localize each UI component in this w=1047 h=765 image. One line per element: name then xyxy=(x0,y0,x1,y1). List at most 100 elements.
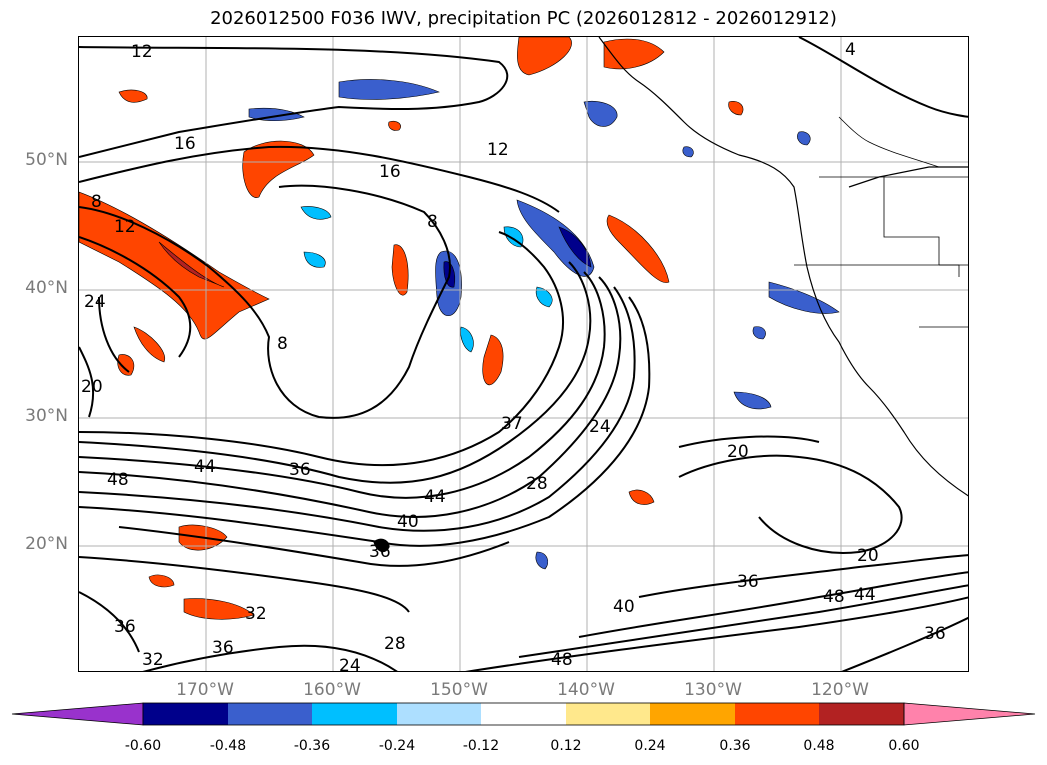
colorbar-segment xyxy=(819,703,904,725)
precip-patch xyxy=(158,241,225,288)
precip-patch xyxy=(148,574,175,588)
precip-patch xyxy=(583,100,618,127)
contour-label: 4 xyxy=(845,40,856,60)
contour-label: 12 xyxy=(114,217,136,237)
precip-positive-areas xyxy=(79,37,744,620)
lat-label-20n: 20°N xyxy=(25,534,68,554)
contour-label: 8 xyxy=(91,192,102,212)
contour-label: 16 xyxy=(379,162,401,182)
contour-label: 36 xyxy=(369,542,391,562)
iwv-contours xyxy=(79,37,968,671)
precip-patch xyxy=(338,79,440,100)
contour-label: 36 xyxy=(212,638,234,658)
precip-patch xyxy=(391,244,409,296)
colorbar-segment xyxy=(228,703,312,725)
precip-patch xyxy=(117,354,135,376)
map-title: 2026012500 F036 IWV, precipitation PC (2… xyxy=(210,8,837,29)
map-panel: 12 4 16 12 16 8 12 8 24 8 20 37 24 28 20… xyxy=(78,36,969,672)
colorbar-segment xyxy=(566,703,650,725)
contour-label: 44 xyxy=(194,457,216,477)
colorbar-tick: 0.12 xyxy=(550,738,582,754)
contour-label: 28 xyxy=(384,634,406,654)
precip-patch xyxy=(628,489,655,505)
colorbar-tick: 0.60 xyxy=(888,738,920,754)
contour-label-group: 12 4 16 12 16 8 12 8 24 8 20 37 24 28 20… xyxy=(81,40,946,672)
contour-label: 40 xyxy=(397,512,419,532)
colorbar-tick: -0.12 xyxy=(462,738,500,754)
colorbar-segment xyxy=(143,703,228,725)
precip-patch xyxy=(118,89,148,103)
graticule xyxy=(79,37,968,671)
colorbar xyxy=(11,702,1036,726)
precip-patch xyxy=(183,598,255,620)
colorbar-tick: -0.60 xyxy=(124,738,162,754)
contour-label: 28 xyxy=(526,474,548,494)
contour-label: 20 xyxy=(857,546,879,566)
precip-patch xyxy=(482,334,504,386)
colorbar-tick: -0.48 xyxy=(209,738,247,754)
precip-patch xyxy=(388,120,401,131)
contour-label: 8 xyxy=(427,212,438,232)
lat-label-40n: 40°N xyxy=(25,278,68,298)
coastline xyxy=(373,37,968,553)
contour-label: 36 xyxy=(114,617,136,637)
colorbar-segment xyxy=(481,703,566,725)
colorbar-segment xyxy=(397,703,481,725)
lon-label-170w: 170°W xyxy=(176,680,234,700)
colorbar-tick: -0.24 xyxy=(378,738,416,754)
lat-label-50n: 50°N xyxy=(25,150,68,170)
lon-label-160w: 160°W xyxy=(303,680,361,700)
contour-label: 20 xyxy=(81,377,103,397)
contour-label: 36 xyxy=(924,624,946,644)
precip-patch xyxy=(133,326,166,363)
precip-negative-areas xyxy=(248,79,840,570)
precip-patch xyxy=(303,251,326,268)
precip-patch xyxy=(603,38,665,70)
precip-patch xyxy=(682,146,694,158)
contour-label: 40 xyxy=(613,597,635,617)
colorbar-tick: 0.48 xyxy=(803,738,835,754)
colorbar-segment xyxy=(735,703,819,725)
precip-patch xyxy=(733,391,772,410)
contour-label: 48 xyxy=(551,650,573,670)
contour-label: 48 xyxy=(107,470,129,490)
lon-label-130w: 130°W xyxy=(684,680,742,700)
precip-patch xyxy=(535,286,553,308)
contour-label: 32 xyxy=(142,650,164,670)
contour-label: 20 xyxy=(727,442,749,462)
colorbar-extend-high xyxy=(903,702,1036,726)
colorbar-segment xyxy=(650,703,735,725)
colorbar-tick: 0.24 xyxy=(634,738,666,754)
contour-label: 32 xyxy=(245,604,267,624)
precip-patch xyxy=(797,131,811,146)
contour-label: 12 xyxy=(131,42,153,62)
colorbar-tick: 0.36 xyxy=(719,738,751,754)
precip-patch xyxy=(516,199,595,277)
precip-patch xyxy=(606,214,670,283)
contour-label: 44 xyxy=(854,585,876,605)
contour-label: 48 xyxy=(823,587,845,607)
precip-patch xyxy=(752,326,766,340)
lon-label-150w: 150°W xyxy=(430,680,488,700)
contour-label: 12 xyxy=(487,140,509,160)
colorbar-extend-low xyxy=(11,702,144,726)
contour-label: 8 xyxy=(277,334,288,354)
precip-patch xyxy=(728,101,744,116)
map-canvas: 12 4 16 12 16 8 12 8 24 8 20 37 24 28 20… xyxy=(79,37,968,672)
colorbar-tick: -0.36 xyxy=(293,738,331,754)
contour-label: 24 xyxy=(589,417,611,437)
contour-label: 44 xyxy=(424,487,446,507)
precip-patch xyxy=(79,191,270,340)
colorbar-segment xyxy=(312,703,397,725)
lat-label-30n: 30°N xyxy=(25,406,68,426)
contour-label: 24 xyxy=(339,656,361,672)
precip-patch xyxy=(300,206,332,220)
precip-patch xyxy=(242,140,315,198)
precip-patch xyxy=(558,226,592,268)
contour-label: 37 xyxy=(501,414,523,434)
lon-label-140w: 140°W xyxy=(557,680,615,700)
precip-patch xyxy=(768,281,840,314)
contour-label: 24 xyxy=(84,292,106,312)
contour-label: 16 xyxy=(174,134,196,154)
precip-patch xyxy=(517,37,572,76)
